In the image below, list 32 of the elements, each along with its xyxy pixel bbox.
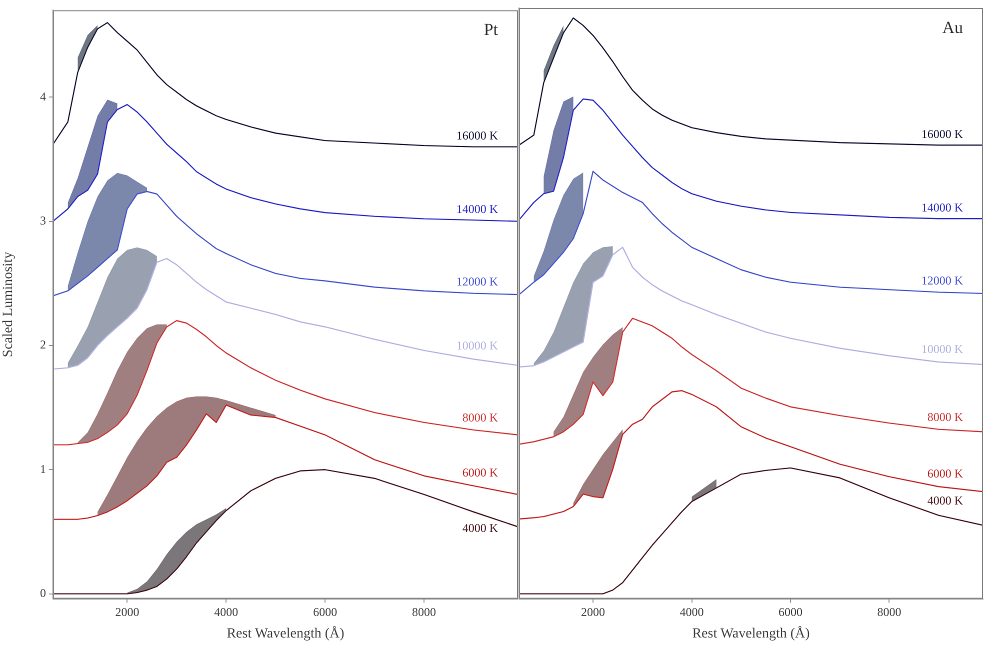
series-label: 16000 K: [456, 128, 498, 143]
x-tick-label: 4000: [680, 605, 704, 620]
series-label: 4000 K: [927, 493, 964, 508]
series-label: 10000 K: [921, 342, 964, 356]
series-label: 16000 K: [921, 126, 964, 141]
series-label: 6000 K: [462, 466, 498, 480]
series-label: 14000 K: [921, 200, 964, 214]
series-label: 8000 K: [927, 410, 964, 424]
x-tick-label: 6000: [313, 605, 338, 620]
x-tick-label: 8000: [412, 605, 436, 620]
x-tick-label: 2000: [115, 605, 140, 620]
x-axis-title: Rest Wavelength (Å): [226, 625, 345, 642]
text: Au: [942, 18, 964, 37]
y-tick-label: 0: [40, 586, 46, 600]
x-axis-title: Rest Wavelength (Å): [692, 625, 810, 642]
x-tick-label: 4000: [214, 605, 238, 620]
y-tick-label: 3: [40, 213, 46, 228]
y-axis-title: Scaled Luminosity: [1, 252, 16, 358]
y-tick-label: 4: [40, 89, 46, 104]
x-tick-label: 6000: [778, 605, 802, 620]
series-label: 10000 K: [456, 338, 498, 352]
x-tick-label: 8000: [877, 605, 902, 620]
series-label: 8000 K: [462, 410, 498, 424]
text: Pt: [484, 20, 498, 40]
series-label: 6000 K: [927, 466, 964, 481]
series-label: 12000 K: [921, 273, 964, 288]
y-tick-label: 1: [40, 462, 46, 476]
series-label: 14000 K: [456, 202, 498, 216]
series-label: 4000 K: [462, 521, 498, 536]
series-label: 12000 K: [456, 274, 498, 289]
y-tick-label: 2: [40, 338, 46, 352]
x-tick-label: 2000: [581, 605, 606, 620]
